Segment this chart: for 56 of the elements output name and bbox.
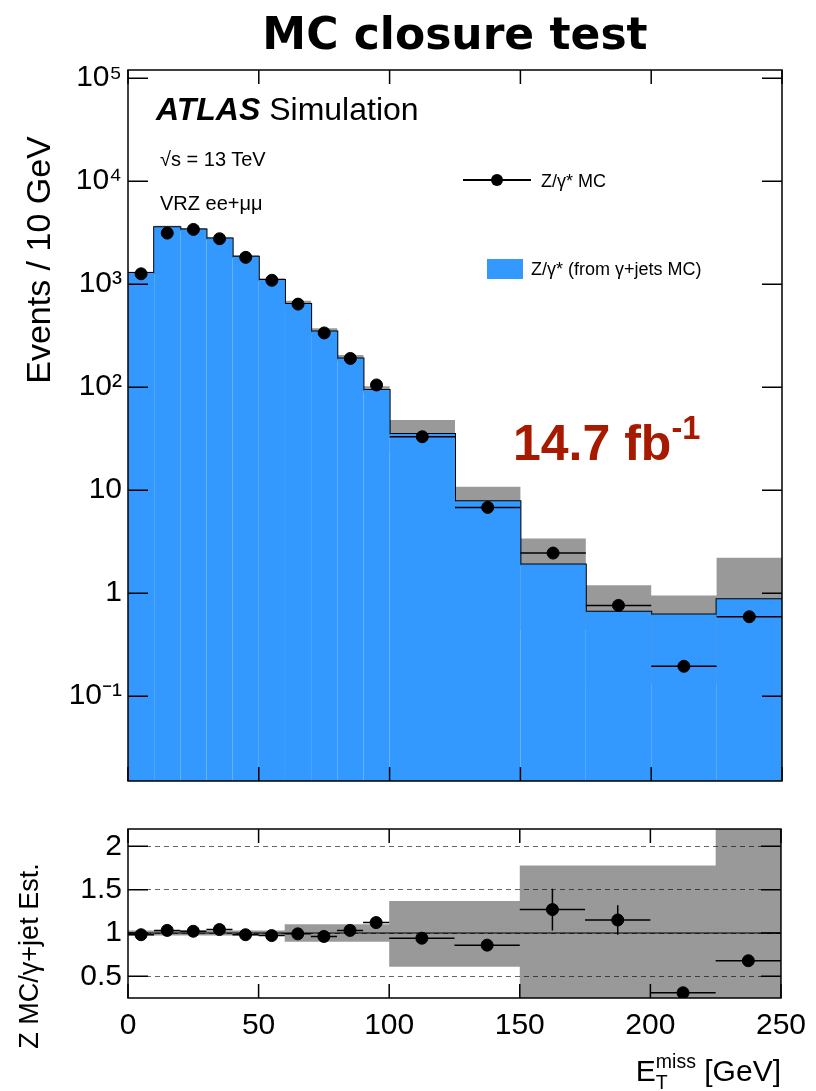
x-tick-label: 50 [241, 1007, 276, 1041]
point [546, 546, 560, 560]
x-tick-label: 100 [364, 1007, 415, 1041]
point [134, 267, 148, 281]
annotation: VRZ ee+μμ [160, 192, 263, 214]
point [480, 938, 494, 952]
point [291, 297, 305, 311]
x-tick-label: 200 [625, 1007, 676, 1041]
legend-label: Z/γ* MC [541, 171, 606, 191]
point [741, 954, 755, 968]
x-tick-label: 250 [755, 1007, 806, 1041]
point [186, 924, 200, 938]
point [611, 913, 625, 927]
y-tick-label: 10² [78, 368, 123, 402]
point [212, 923, 226, 937]
point [265, 929, 279, 943]
point [742, 610, 756, 624]
point [317, 326, 331, 340]
point [160, 923, 174, 937]
legend-label: Z/γ* (from γ+jets MC) [531, 259, 702, 279]
y-tick-label: 10⁻¹ [68, 677, 123, 711]
y-tick-label: 1.5 [80, 870, 122, 904]
y-tick-label: 10³ [78, 265, 123, 299]
point [239, 250, 253, 264]
chart-title: MC closure test [261, 8, 649, 59]
y-tick-label: 10 [88, 471, 122, 505]
point [369, 916, 383, 930]
annotation: √s = 13 TeV [160, 148, 267, 170]
point [676, 986, 690, 998]
point [415, 430, 429, 444]
point [370, 378, 384, 392]
y-axis-title: Z MC/γ+jet Est. [14, 863, 44, 1049]
x-tick-label: 0 [119, 1007, 137, 1041]
y-tick-label: 0.5 [80, 957, 122, 991]
point [612, 598, 625, 612]
y-tick-label: 1 [105, 914, 122, 948]
point [213, 232, 227, 246]
point [415, 931, 429, 945]
y-tick-label: 1 [105, 574, 122, 608]
y-tick-label: 2 [105, 827, 122, 861]
point [481, 500, 495, 514]
y-axis-title: Events / 10 GeV [19, 135, 57, 384]
point [545, 903, 559, 917]
point [343, 923, 357, 937]
y-tick-label: 10⁴ [75, 162, 122, 196]
point [160, 226, 174, 240]
point [265, 273, 279, 287]
x-tick-label: 150 [494, 1007, 545, 1041]
annotation: ATLAS Simulation [155, 91, 419, 127]
point [343, 351, 357, 365]
point [239, 928, 253, 942]
point [677, 659, 691, 673]
point [317, 929, 331, 943]
y-tick-label: 10⁵ [76, 59, 122, 93]
point [186, 222, 200, 236]
point [291, 927, 305, 941]
